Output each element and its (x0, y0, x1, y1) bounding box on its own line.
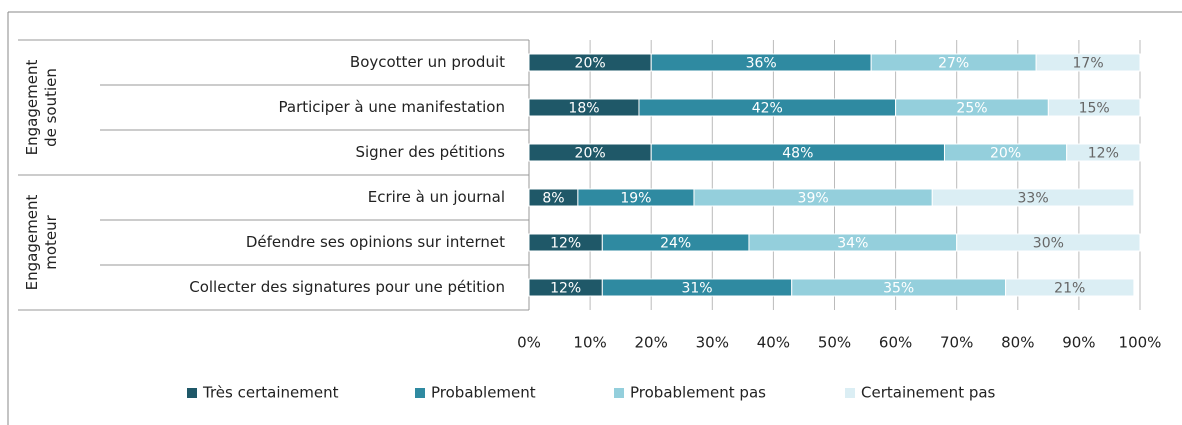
data-label: 18% (568, 101, 599, 117)
x-tick-label: 70% (940, 334, 973, 352)
data-label: 20% (575, 146, 606, 162)
data-label: 12% (550, 236, 581, 252)
data-label: 17% (1073, 56, 1104, 72)
legend-swatch (415, 388, 425, 398)
bar-segment (1066, 143, 1141, 162)
data-label: 30% (1033, 236, 1064, 252)
data-label: 33% (1018, 191, 1049, 207)
data-label: 12% (550, 281, 581, 297)
x-tick-label: 90% (1062, 334, 1095, 352)
data-label: 15% (1079, 101, 1110, 117)
category-label: Défendre ses opinions sur internet (246, 233, 505, 251)
group-label: de soutien (42, 68, 60, 147)
data-label: 24% (660, 236, 691, 252)
x-tick-label: 80% (1001, 334, 1034, 352)
data-label: 39% (798, 191, 829, 207)
data-label: 19% (620, 191, 651, 207)
x-tick-label: 50% (818, 334, 851, 352)
legend-swatch (614, 388, 624, 398)
x-tick-label: 60% (879, 334, 912, 352)
category-label: Participer à une manifestation (279, 98, 505, 116)
category-label: Signer des pétitions (355, 143, 505, 161)
data-label: 35% (883, 281, 914, 297)
data-label: 21% (1054, 281, 1085, 297)
x-tick-label: 20% (635, 334, 668, 352)
legend-label: Certainement pas (861, 384, 996, 402)
data-label: 25% (956, 101, 987, 117)
bar-segment (1047, 98, 1141, 117)
bar-segment (956, 233, 1141, 252)
x-tick-label: 0% (517, 334, 541, 352)
legend-swatch (845, 388, 855, 398)
bar-segment (1005, 278, 1135, 297)
data-label: 20% (575, 56, 606, 72)
data-label: 31% (681, 281, 712, 297)
category-label: Collecter des signatures pour une pétiti… (189, 278, 505, 296)
x-tick-label: 40% (757, 334, 790, 352)
legend-label: Probablement pas (630, 384, 766, 402)
x-tick-label: 10% (573, 334, 606, 352)
legend-label: Très certainement (202, 384, 339, 402)
group-label: Engagement (23, 195, 41, 291)
data-label: 48% (782, 146, 813, 162)
data-label: 8% (542, 191, 564, 207)
bar-segment (1035, 53, 1141, 72)
category-label: Ecrire à un journal (368, 188, 505, 206)
bar-segment (931, 188, 1135, 207)
legend-swatch (187, 388, 197, 398)
data-label: 12% (1088, 146, 1119, 162)
group-label: Engagement (23, 60, 41, 156)
legend-label: Probablement (431, 384, 536, 402)
data-label: 42% (752, 101, 783, 117)
x-tick-label: 30% (696, 334, 729, 352)
data-label: 20% (990, 146, 1021, 162)
category-label: Boycotter un produit (350, 53, 505, 71)
data-label: 27% (938, 56, 969, 72)
group-label: moteur (42, 214, 60, 269)
data-label: 36% (746, 56, 777, 72)
x-tick-label: 100% (1119, 334, 1162, 352)
data-label: 34% (837, 236, 868, 252)
